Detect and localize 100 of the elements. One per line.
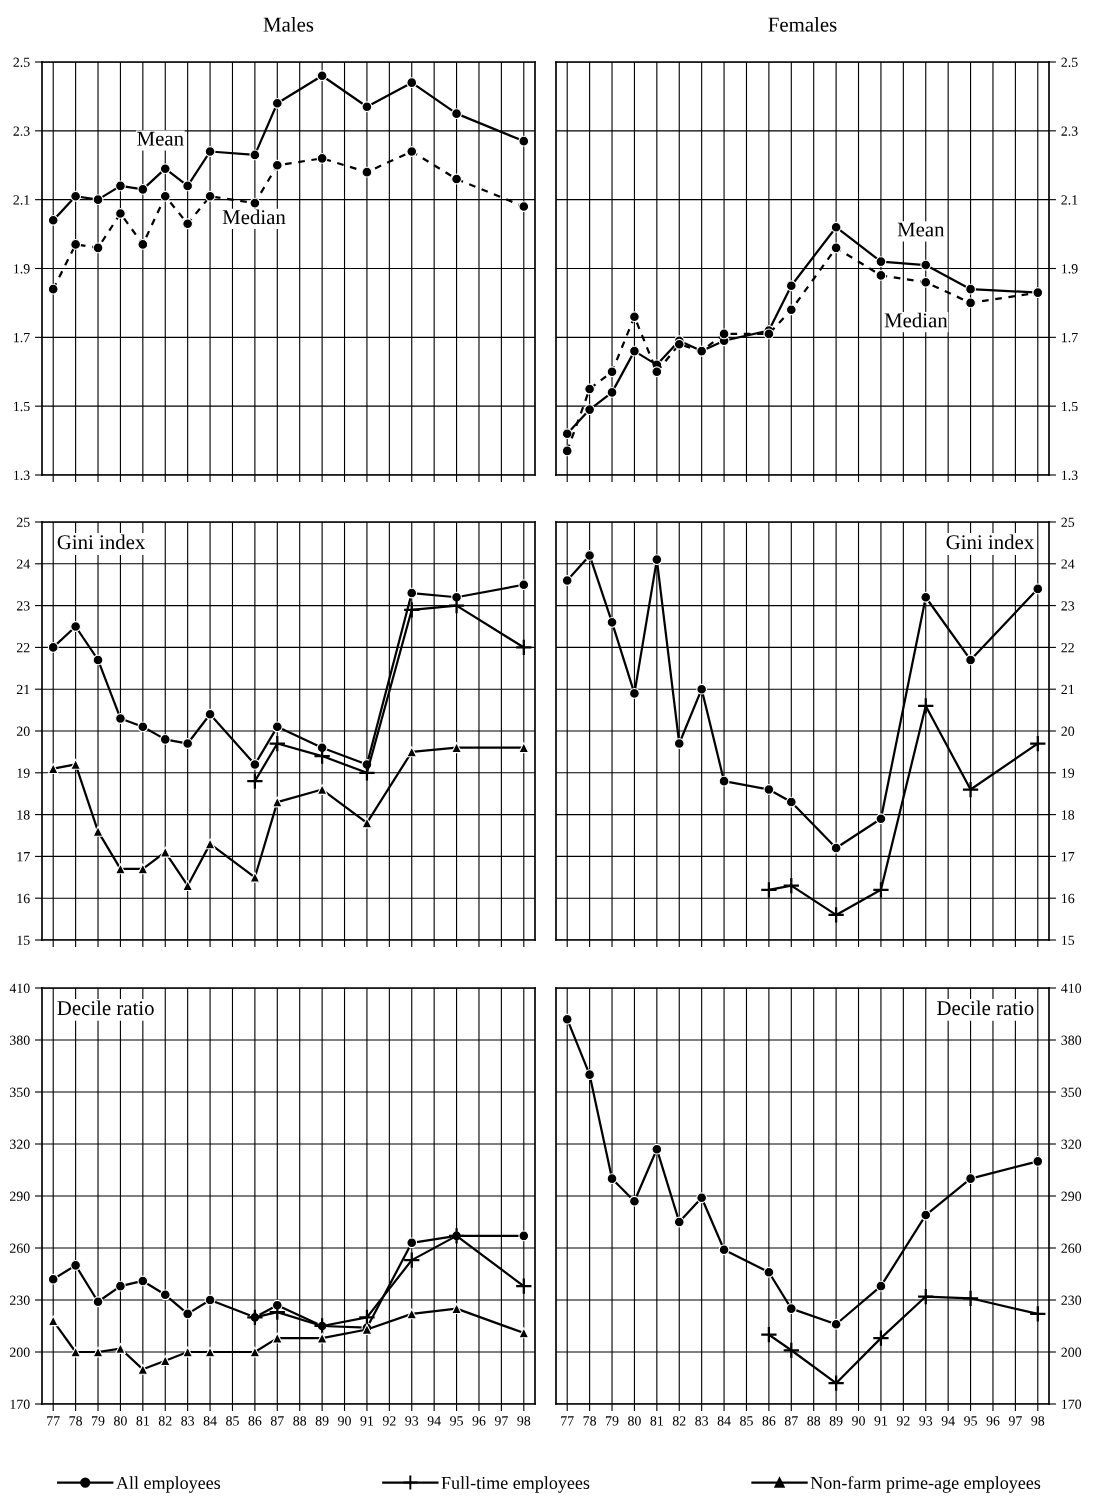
y-tick-label: 1.9 (14, 264, 30, 274)
y-tick-label: 2.5 (13, 57, 30, 68)
x-tick-label: 77 (47, 1416, 60, 1426)
x-tick-label: 98 (517, 1416, 531, 1426)
y-tick-label: 1.5 (1062, 401, 1078, 412)
x-tick-label: 88 (293, 1416, 307, 1426)
x-tick-label: 91 (874, 1416, 888, 1426)
y-tick-label: 290 (9, 1191, 30, 1201)
y-tick-label: 170 (10, 1399, 30, 1409)
x-tick-label: 82 (158, 1416, 172, 1426)
x-tick-label: 91 (360, 1416, 374, 1426)
y-tick-label: 19 (1062, 768, 1075, 778)
chart-title: Gini index (57, 534, 146, 550)
y-tick-label: 2.1 (13, 195, 30, 205)
y-tick-label: 170 (1062, 1399, 1082, 1409)
y-tick-label: 410 (9, 983, 30, 993)
y-tick-label: 1.7 (1062, 332, 1078, 343)
x-tick-label: 84 (203, 1416, 217, 1426)
y-tick-label: 25 (16, 517, 30, 527)
y-tick-label: 21 (16, 684, 30, 695)
y-tick-label: 25 (1061, 517, 1075, 527)
x-tick-label: 94 (941, 1416, 955, 1426)
x-tick-label: 90 (338, 1416, 351, 1426)
x-tick-label: 97 (494, 1416, 508, 1426)
y-tick-label: 1.3 (1062, 470, 1078, 481)
x-tick-label: 93 (919, 1416, 933, 1426)
x-tick-label: 90 (852, 1416, 865, 1426)
x-tick-label: 83 (695, 1416, 709, 1426)
x-tick-label: 77 (561, 1416, 574, 1426)
y-tick-label: 200 (1061, 1347, 1082, 1357)
x-tick-label: 81 (136, 1416, 149, 1426)
annotation: Median (222, 209, 286, 225)
x-tick-label: 79 (91, 1416, 105, 1426)
annotation: Mean (137, 131, 184, 146)
x-tick-label: 87 (784, 1416, 798, 1426)
y-tick-label: 200 (9, 1347, 30, 1357)
y-tick-label: 16 (17, 893, 30, 904)
y-tick-label: 2.3 (13, 126, 30, 136)
y-tick-label: 24 (16, 559, 30, 569)
x-tick-label: 82 (672, 1416, 686, 1426)
x-tick-label: 88 (807, 1416, 821, 1426)
y-tick-label: 21 (1061, 684, 1074, 695)
chart-title: Decile ratio (57, 1000, 154, 1016)
x-tick-label: 89 (829, 1416, 843, 1426)
x-tick-label: 86 (248, 1416, 262, 1426)
x-tick-label: 81 (650, 1416, 663, 1426)
y-tick-label: 260 (9, 1243, 30, 1253)
y-tick-label: 1.5 (14, 401, 30, 412)
y-tick-label: 350 (1061, 1087, 1082, 1097)
y-tick-label: 18 (17, 810, 30, 820)
x-tick-label: 96 (986, 1416, 1000, 1426)
x-tick-label: 97 (1008, 1416, 1022, 1426)
x-tick-label: 92 (382, 1416, 396, 1426)
legend-label: All employees (116, 1476, 221, 1493)
y-tick-label: 230 (1061, 1295, 1082, 1305)
y-tick-label: 17 (17, 852, 30, 862)
y-tick-label: 410 (1061, 983, 1082, 993)
legend-label: Full-time employees (441, 1476, 590, 1493)
y-tick-label: 1.9 (1062, 264, 1078, 274)
x-tick-label: 95 (964, 1416, 977, 1426)
y-tick-label: 23 (1061, 601, 1075, 611)
x-tick-label: 78 (583, 1416, 597, 1426)
legend-label: Non-farm prime-age employees (810, 1476, 1041, 1493)
y-tick-label: 17 (1062, 852, 1075, 862)
x-tick-label: 80 (114, 1416, 127, 1426)
y-tick-label: 20 (16, 726, 30, 736)
x-tick-label: 87 (270, 1416, 284, 1426)
y-tick-label: 350 (10, 1087, 30, 1097)
x-tick-label: 86 (762, 1416, 776, 1426)
y-tick-label: 290 (1061, 1191, 1082, 1201)
x-tick-label: 95 (450, 1416, 463, 1426)
y-tick-label: 380 (10, 1035, 30, 1045)
y-tick-label: 15 (1062, 935, 1075, 945)
x-tick-label: 96 (472, 1416, 486, 1426)
x-tick-label: 93 (405, 1416, 419, 1426)
y-tick-label: 1.7 (14, 332, 30, 343)
x-tick-label: 83 (181, 1416, 195, 1426)
y-tick-label: 18 (1062, 810, 1075, 820)
y-tick-label: 15 (17, 935, 30, 945)
y-tick-label: 320 (10, 1139, 30, 1149)
x-tick-label: 89 (315, 1416, 329, 1426)
y-tick-label: 320 (1061, 1139, 1082, 1149)
annotation: Median (884, 312, 948, 328)
x-tick-label: 84 (717, 1416, 731, 1426)
y-tick-label: 22 (16, 643, 30, 653)
y-tick-label: 24 (1061, 559, 1075, 569)
x-tick-label: 79 (605, 1416, 619, 1426)
y-tick-label: 23 (16, 601, 30, 611)
y-tick-label: 19 (17, 768, 30, 778)
y-tick-label: 260 (1061, 1243, 1082, 1253)
y-tick-label: 16 (1062, 893, 1075, 904)
x-tick-label: 85 (226, 1416, 239, 1426)
y-tick-label: 1.3 (14, 470, 30, 481)
x-tick-label: 98 (1031, 1416, 1045, 1426)
y-tick-label: 2.3 (1061, 126, 1078, 136)
x-tick-label: 94 (427, 1416, 441, 1426)
x-tick-label: 85 (740, 1416, 753, 1426)
chart-title: Gini index (946, 534, 1034, 550)
x-tick-label: 92 (896, 1416, 910, 1426)
y-tick-label: 2.1 (1061, 195, 1078, 205)
